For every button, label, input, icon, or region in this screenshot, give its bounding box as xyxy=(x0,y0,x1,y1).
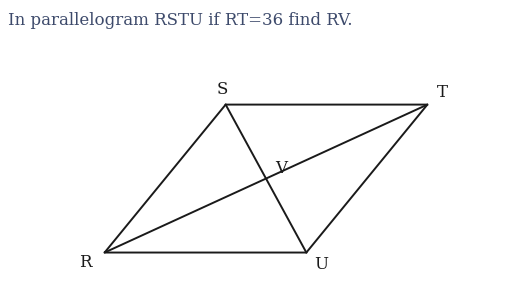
Text: R: R xyxy=(79,254,92,271)
Text: T: T xyxy=(437,84,448,101)
Text: In parallelogram RSTU if RT=36 find RV.: In parallelogram RSTU if RT=36 find RV. xyxy=(8,12,353,29)
Text: U: U xyxy=(314,256,328,273)
Text: S: S xyxy=(217,81,228,98)
Text: V: V xyxy=(275,160,287,177)
